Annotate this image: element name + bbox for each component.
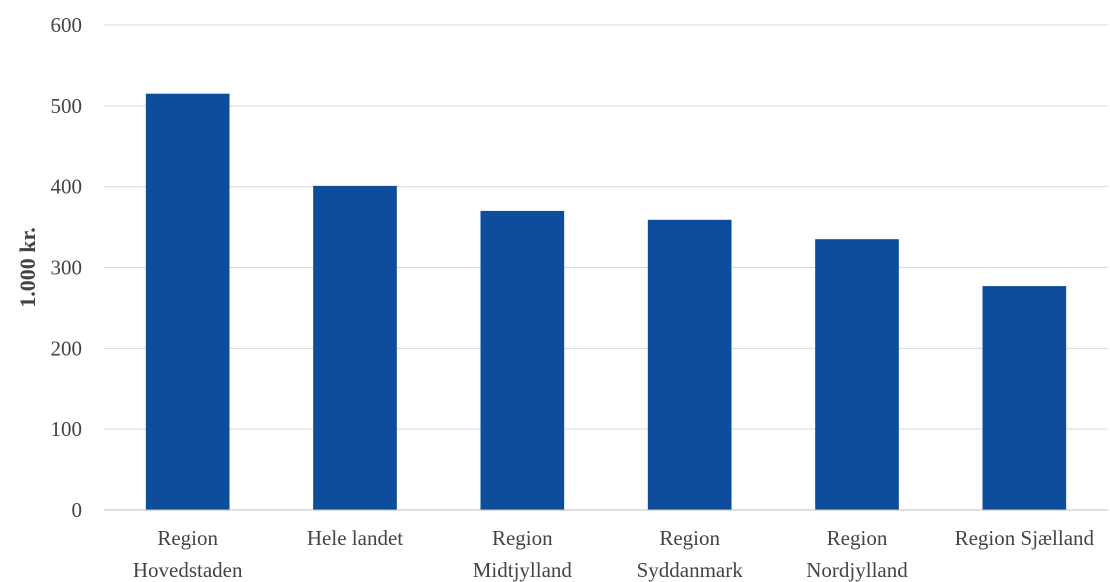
x-category-label: Region Midtjylland [473, 526, 573, 582]
y-axis-title: 1.000 kr. [15, 227, 40, 307]
gridlines [104, 24, 1108, 430]
x-category-label: Region Sjælland [955, 526, 1095, 550]
y-tick-label: 300 [51, 256, 83, 280]
y-tick-label: 0 [72, 498, 83, 522]
bar [647, 219, 732, 510]
y-tick-label: 500 [51, 94, 83, 118]
x-category-label: Region Syddanmark [637, 526, 744, 582]
x-category-label: Region Nordjylland [806, 526, 908, 582]
bars [145, 93, 1067, 511]
y-tick-label: 400 [51, 175, 83, 199]
bar [480, 210, 565, 510]
x-category-label: Region Hovedstaden [133, 526, 243, 582]
bar [815, 239, 899, 511]
bar [982, 286, 1067, 510]
x-axis-labels: Region Hovedstaden Hele landet Region Midtjy… [133, 526, 1095, 582]
y-tick-label: 600 [51, 13, 83, 37]
x-category-label: Hele landet [307, 526, 403, 550]
y-tick-label: 100 [51, 417, 83, 441]
bar [313, 185, 397, 510]
bar [145, 93, 230, 510]
y-axis-ticks: 0 100 200 300 400 500 600 [51, 13, 83, 522]
y-tick-label: 200 [51, 336, 83, 360]
